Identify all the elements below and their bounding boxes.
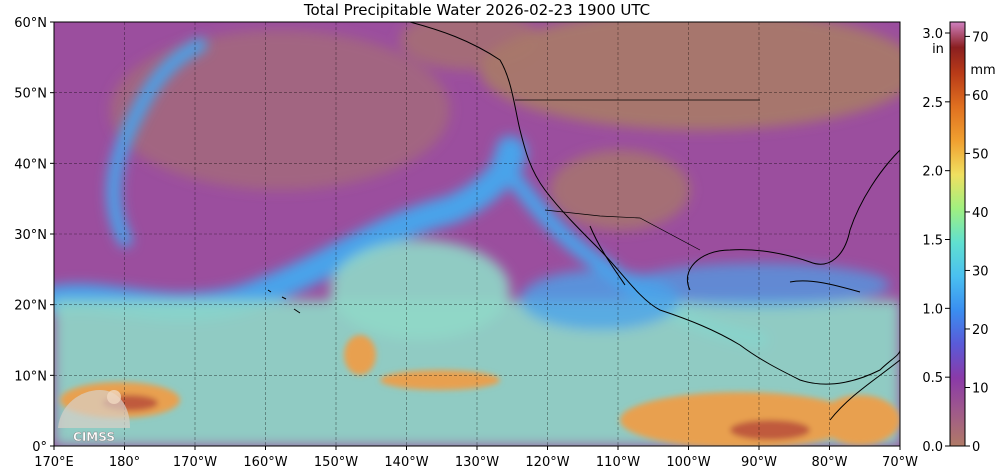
colorbar-unit-in: in <box>932 42 944 57</box>
colorbar-in-label: 1.0 <box>922 302 943 317</box>
lat-tick-label: 10°N <box>14 369 47 384</box>
colorbar-mm-label: 10 <box>972 381 989 396</box>
colorbar-inch-ticks: 0.0 0.5 1.0 1.5 2.0 2.5 3.0 <box>922 27 950 455</box>
colorbar-unit-mm: mm <box>970 63 995 78</box>
colorbar-in-label: 1.5 <box>922 234 943 249</box>
dry-region-pacific <box>110 30 450 190</box>
coastlines <box>267 22 900 421</box>
longitude-labels: 170°E 180° 170°W 160°W 150°W 140°W 130°W 120°W 1… <box>34 446 918 470</box>
colorbar-in-label: 3.0 <box>922 27 943 42</box>
tpw-map <box>54 22 900 446</box>
dry-region-canada <box>480 22 900 130</box>
colorbar-mm-label: 30 <box>972 264 989 279</box>
very-wet-region-east <box>730 420 810 440</box>
logo-sun <box>107 390 121 404</box>
wet-region-mid <box>344 335 376 375</box>
colorbar-mm-label: 60 <box>972 89 989 104</box>
lat-tick-label: 30°N <box>14 228 47 243</box>
wet-region-central <box>380 370 500 390</box>
figure-title: Total Precipitable Water 2026-02-23 1900… <box>303 1 650 19</box>
cimss-logo: CIMSS <box>58 390 130 444</box>
coastline-north-america <box>409 22 900 385</box>
coastline-baja <box>589 225 626 286</box>
lon-tick-label: 120°W <box>525 455 569 470</box>
lat-tick-label: 0° <box>32 440 47 455</box>
lon-tick-label: 90°W <box>741 455 777 470</box>
lon-tick-label: 150°W <box>314 455 358 470</box>
colorbar-mm-label: 0 <box>972 440 980 455</box>
graticule <box>54 22 900 446</box>
latitude-labels: 60°N 50°N 40°N 30°N 20°N 10°N 0° <box>14 16 54 455</box>
lon-tick-label: 160°W <box>243 455 287 470</box>
moisture-arc-west <box>106 38 207 247</box>
subtropical-moisture <box>330 240 510 340</box>
colorbar-mm-label: 70 <box>972 30 989 45</box>
colorbar-mm-label: 50 <box>972 147 989 162</box>
coastline-hawaii <box>267 289 301 314</box>
coastline-south-america <box>829 359 900 421</box>
coastline-gulf <box>687 149 900 291</box>
logo-text: CIMSS <box>73 430 115 444</box>
colorbar-in-label: 2.5 <box>922 96 943 111</box>
lon-tick-label: 80°W <box>812 455 848 470</box>
colorbar-gradient <box>949 21 966 447</box>
colorbar-mm-ticks: 0 10 20 30 40 50 60 70 <box>965 30 989 455</box>
lon-tick-label: 180° <box>109 455 140 470</box>
dry-region-us-west <box>550 150 690 230</box>
lon-tick-label: 100°W <box>666 455 710 470</box>
coastline-cuba <box>789 280 861 293</box>
lon-tick-label: 140°W <box>384 455 428 470</box>
colorbar-mm-label: 40 <box>972 206 989 221</box>
colorbar-in-label: 0.0 <box>922 440 943 455</box>
lat-tick-label: 50°N <box>14 87 47 102</box>
lon-tick-label: 170°E <box>34 455 74 470</box>
colorbar: in mm 0.0 0.5 1.0 1.5 2.0 2.5 3.0 0 10 20 30 40 50 6… <box>922 21 996 455</box>
lat-tick-label: 40°N <box>14 157 47 172</box>
gulf-moisture <box>630 263 890 307</box>
colorbar-in-label: 0.5 <box>922 371 943 386</box>
dry-region-alaska <box>400 22 540 70</box>
lon-tick-label: 130°W <box>455 455 499 470</box>
lat-tick-label: 60°N <box>14 16 47 31</box>
lat-tick-label: 20°N <box>14 299 47 314</box>
lon-tick-label: 170°W <box>173 455 217 470</box>
lon-tick-label: 110°W <box>596 455 640 470</box>
colorbar-mm-label: 20 <box>972 323 989 338</box>
lon-tick-label: 70°W <box>882 455 918 470</box>
wet-region-far-east <box>820 395 900 445</box>
colorbar-in-label: 2.0 <box>922 165 943 180</box>
